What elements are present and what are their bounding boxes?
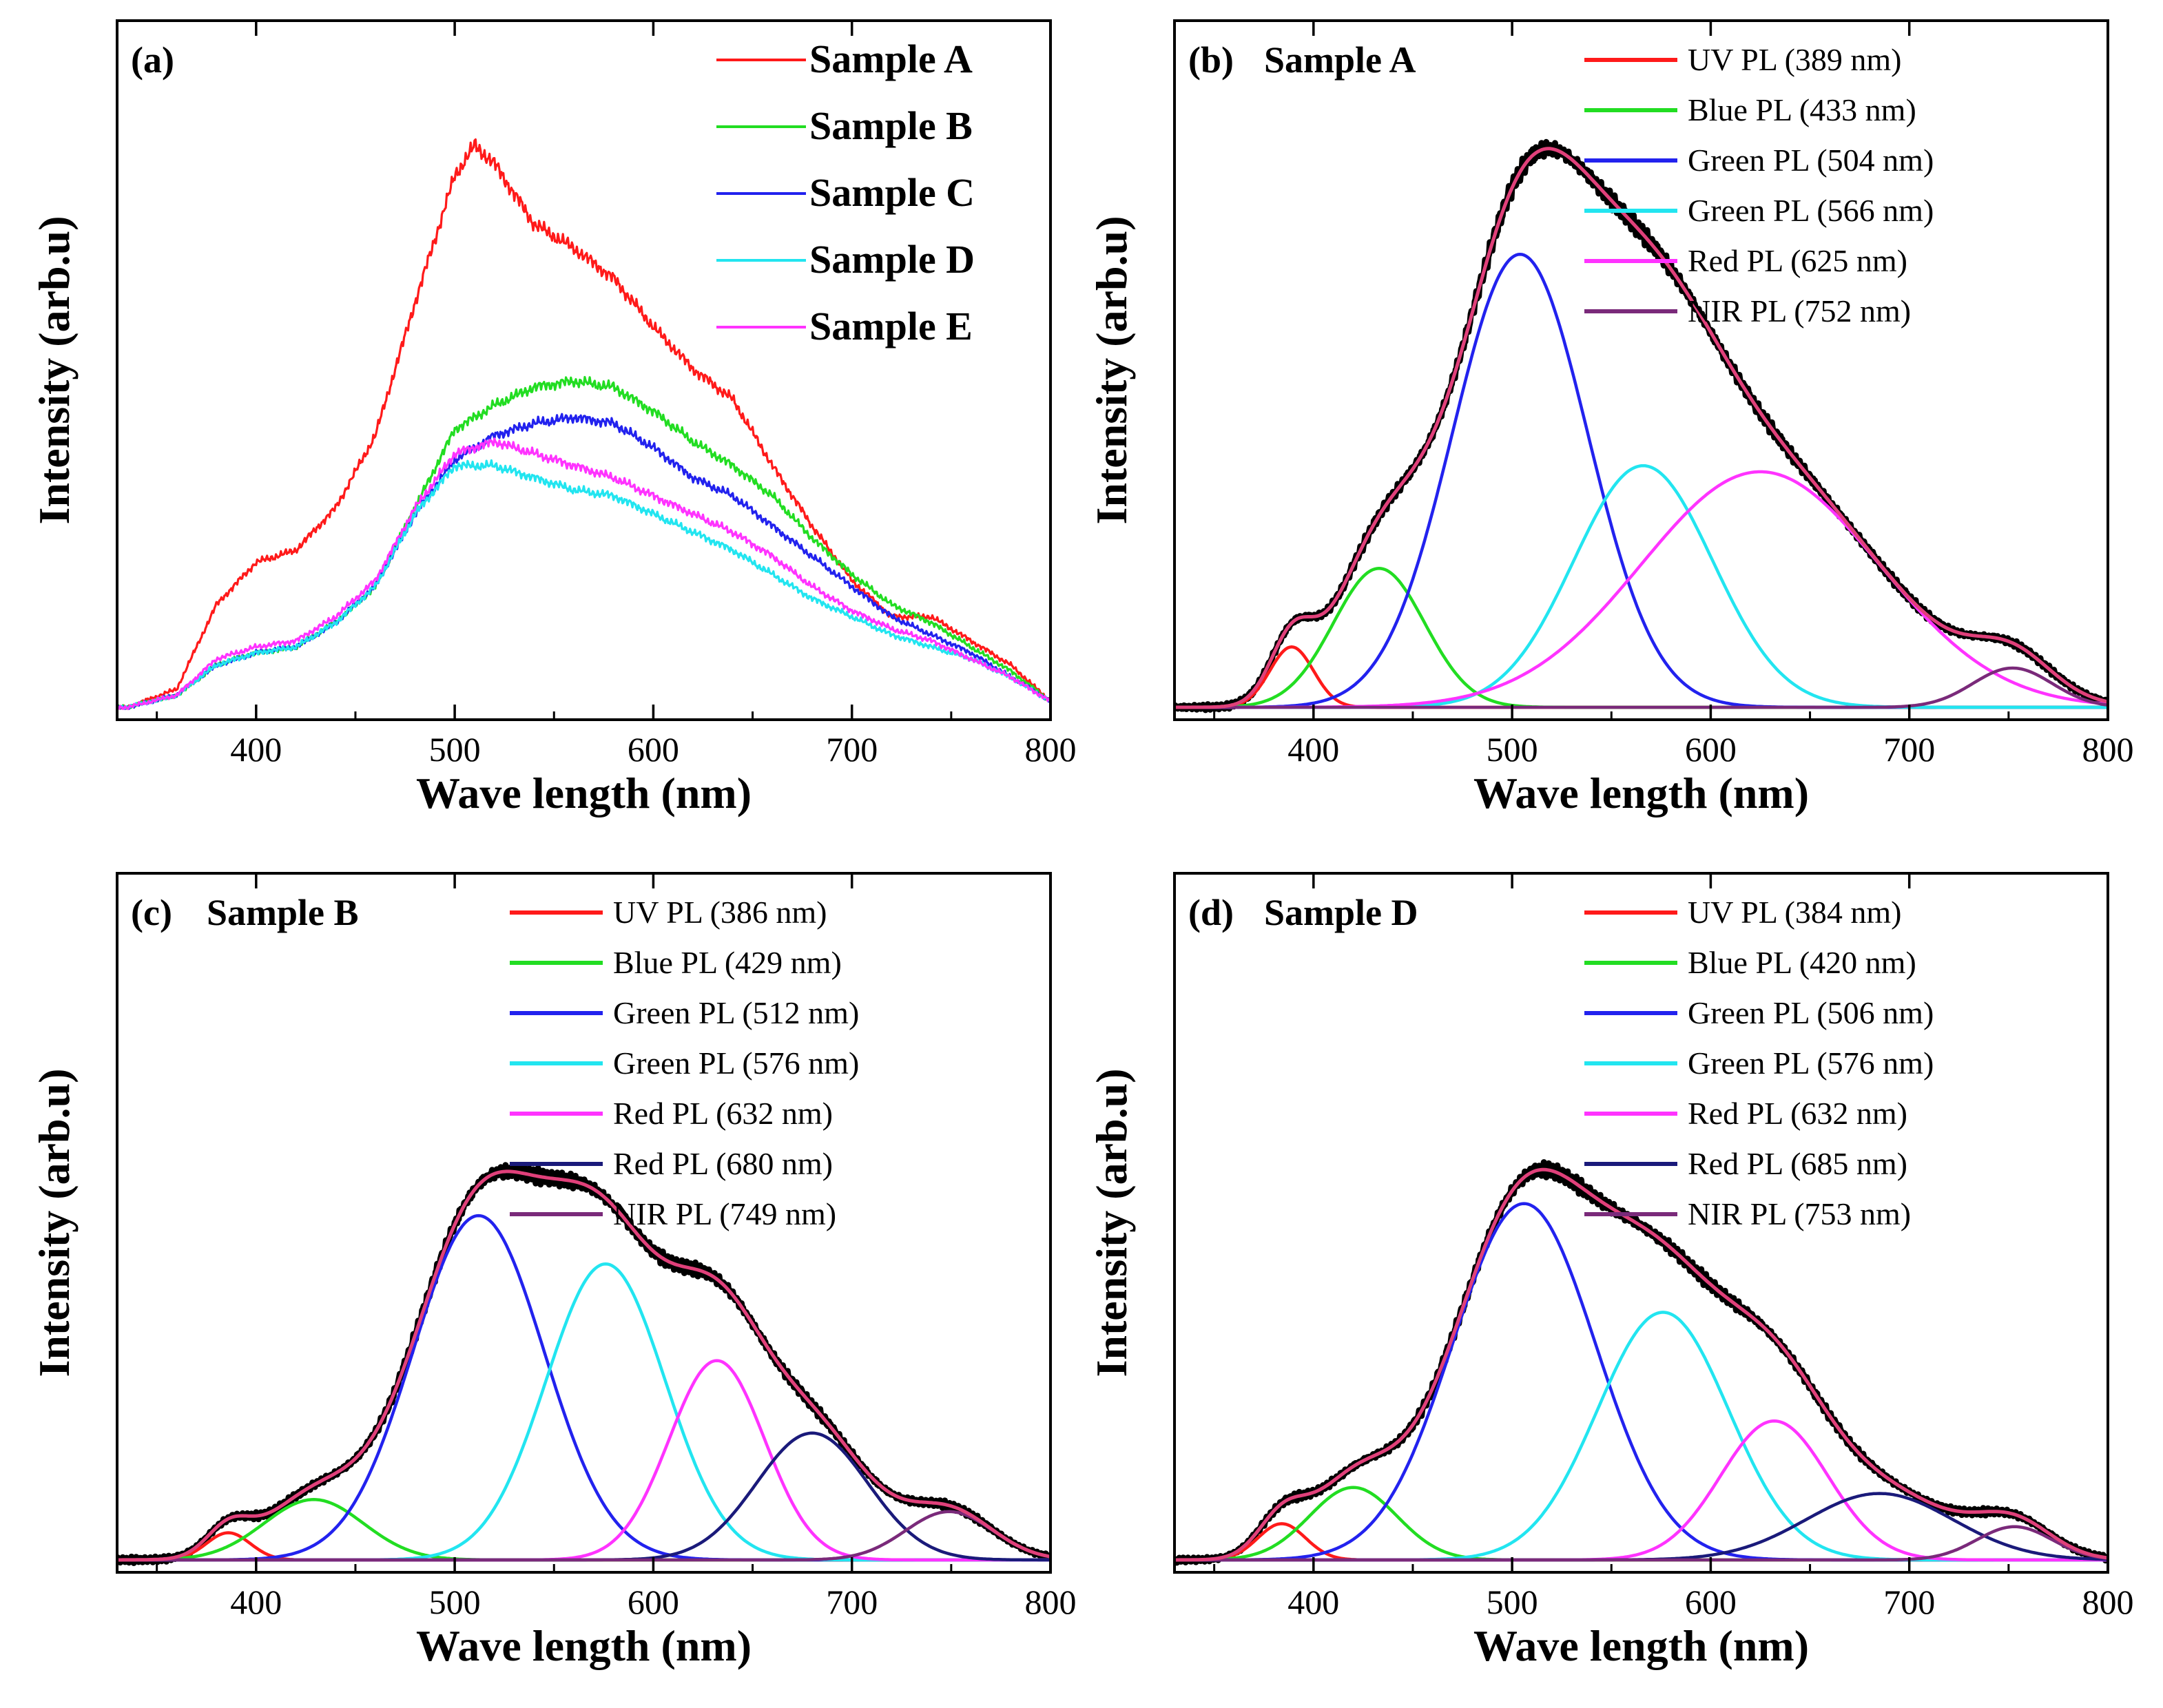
plot-area xyxy=(117,138,1051,711)
x-tick-label: 600 xyxy=(1685,1583,1737,1621)
legend-label: UV PL (384 nm) xyxy=(1688,895,1902,930)
x-tick-label: 800 xyxy=(2082,730,2134,769)
legend-label: Sample A xyxy=(809,37,973,81)
x-axis-title: Wave length (nm) xyxy=(416,1621,752,1670)
component-peak-576 xyxy=(1174,1311,2108,1562)
panel-label: (d) xyxy=(1188,892,1234,933)
legend-label: NIR PL (753 nm) xyxy=(1688,1196,1911,1231)
legend-label: NIR PL (752 nm) xyxy=(1688,293,1911,329)
plot-frame xyxy=(116,872,1052,1574)
x-tick-label: 500 xyxy=(429,1583,481,1621)
legend-label: Blue PL (433 nm) xyxy=(1688,92,1916,127)
legend-label: Green PL (576 nm) xyxy=(613,1045,859,1081)
x-axis-title: Wave length (nm) xyxy=(1473,769,1809,817)
component-peak-752 xyxy=(1174,666,2108,709)
measured-spectrum xyxy=(1174,138,2108,714)
x-axis-title: Wave length (nm) xyxy=(1473,1621,1809,1670)
component-peak-512 xyxy=(117,1214,1051,1562)
y-axis-title: Intensity (arb.u) xyxy=(30,216,79,524)
plot-frame xyxy=(1173,19,2109,721)
y-axis-title: Intensity (arb.u) xyxy=(1087,1068,1136,1377)
legend: UV PL (384 nm) Blue PL (420 nm) Green PL (… xyxy=(1584,895,1934,1231)
panel-label: (c) xyxy=(131,892,172,933)
x-tick-label: 700 xyxy=(1883,1583,1935,1621)
legend-label: Red PL (632 nm) xyxy=(1688,1096,1907,1131)
cumulative-fit xyxy=(1174,147,2108,709)
x-tick-label: 400 xyxy=(1287,1583,1339,1621)
legend-label: Red PL (625 nm) xyxy=(1688,243,1907,278)
component-peak-685 xyxy=(1174,1492,2108,1562)
legend-label: UV PL (386 nm) xyxy=(613,895,827,930)
legend-label: Sample B xyxy=(809,103,973,148)
legend-label: NIR PL (749 nm) xyxy=(613,1196,836,1231)
panel-title: Sample B xyxy=(207,892,359,933)
series-line-sample-a xyxy=(117,138,1051,710)
x-tick-label: 600 xyxy=(628,1583,679,1621)
component-peak-504 xyxy=(1174,253,2108,709)
x-tick-label: 500 xyxy=(1487,730,1538,769)
x-tick-label: 700 xyxy=(826,1583,878,1621)
legend-label: Sample D xyxy=(809,237,975,282)
legend-label: Blue PL (420 nm) xyxy=(1688,945,1916,980)
legend: Sample A Sample B Sample C Sample D Sample E xyxy=(716,37,975,348)
measured-spectrum xyxy=(1174,1159,2108,1566)
component-peak-749 xyxy=(117,1510,1051,1562)
legend-label: Green PL (566 nm) xyxy=(1688,193,1934,228)
panel-title: Sample A xyxy=(1264,39,1416,81)
x-tick-label: 800 xyxy=(1025,730,1077,769)
component-peak-420 xyxy=(1174,1486,2108,1562)
plot-frame xyxy=(1173,872,2109,1574)
component-peak-429 xyxy=(117,1498,1051,1562)
cumulative-fit xyxy=(1174,1167,2108,1562)
panel-a: 400 500 600 700 800 Wave length (nm) Intensity… xyxy=(30,19,1077,817)
y-axis-title: Intensity (arb.u) xyxy=(1087,216,1136,524)
series-line-sample-e xyxy=(117,437,1051,711)
panel-d: 400 500 600 700 800 Wave length (nm) Intensity… xyxy=(1087,872,2134,1670)
cumulative-fit xyxy=(117,1169,1051,1562)
legend-label: Red PL (685 nm) xyxy=(1688,1146,1907,1181)
x-tick-label: 600 xyxy=(628,730,679,769)
x-tick-label: 800 xyxy=(1025,1583,1077,1621)
plot-frame xyxy=(116,19,1052,721)
y-axis-title: Intensity (arb.u) xyxy=(30,1068,79,1377)
legend-label: Green PL (576 nm) xyxy=(1688,1045,1934,1081)
series-line-sample-b xyxy=(117,375,1051,710)
x-tick-label: 500 xyxy=(429,730,481,769)
panel-b: 400 500 600 700 800 Wave length (nm) Intensity… xyxy=(1087,19,2134,817)
x-tick-label: 800 xyxy=(2082,1583,2134,1621)
legend-label: Red PL (632 nm) xyxy=(613,1096,833,1131)
x-tick-label: 400 xyxy=(230,1583,282,1621)
legend-label: Green PL (512 nm) xyxy=(613,995,859,1030)
x-tick-label: 400 xyxy=(230,730,282,769)
x-tick-label: 600 xyxy=(1685,730,1737,769)
plot-area xyxy=(117,1162,1051,1566)
legend: UV PL (386 nm) Blue PL (429 nm) Green PL (… xyxy=(510,895,859,1231)
x-axis-title: Wave length (nm) xyxy=(416,769,752,817)
legend-label: Green PL (504 nm) xyxy=(1688,143,1934,178)
panel-label: (b) xyxy=(1188,39,1234,81)
panel-label: (a) xyxy=(131,39,174,81)
legend: UV PL (389 nm) Blue PL (433 nm) Green PL (… xyxy=(1584,42,1934,329)
component-peak-753 xyxy=(1174,1525,2108,1562)
plot-area xyxy=(1174,138,2108,714)
legend-label: Red PL (680 nm) xyxy=(613,1146,833,1181)
x-tick-label: 700 xyxy=(826,730,878,769)
series-line-sample-d xyxy=(117,459,1051,710)
measured-spectrum xyxy=(117,1162,1051,1566)
x-tick-label: 700 xyxy=(1883,730,1935,769)
x-tick-label: 400 xyxy=(1287,730,1339,769)
legend-label: Blue PL (429 nm) xyxy=(613,945,842,980)
plot-area xyxy=(1174,1159,2108,1566)
legend-label: Sample C xyxy=(809,170,975,215)
legend-label: Green PL (506 nm) xyxy=(1688,995,1934,1030)
legend-label: UV PL (389 nm) xyxy=(1688,42,1902,77)
panel-c: 400 500 600 700 800 Wave length (nm) Intensity… xyxy=(30,872,1077,1670)
x-tick-label: 500 xyxy=(1487,1583,1538,1621)
legend-label: Sample E xyxy=(809,304,973,348)
component-peak-506 xyxy=(1174,1202,2108,1562)
panel-title: Sample D xyxy=(1264,892,1418,933)
